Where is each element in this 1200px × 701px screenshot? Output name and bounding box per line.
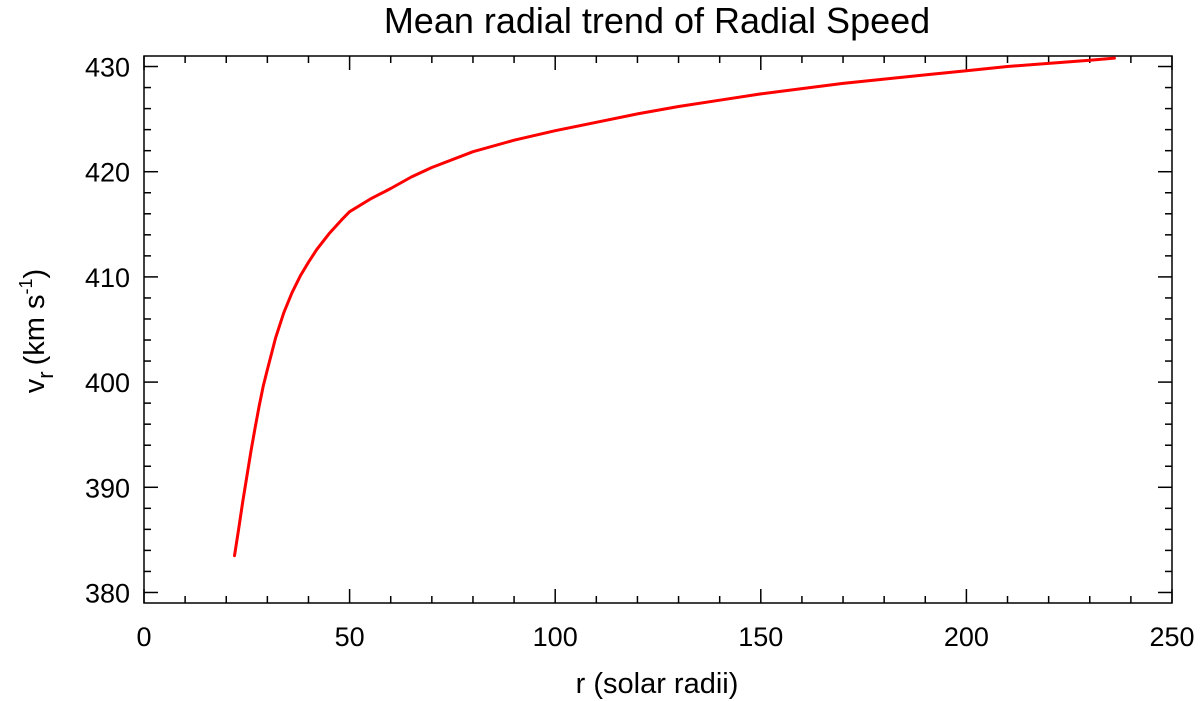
y-tick-label: 390 xyxy=(85,473,130,503)
y-axis-label-subscript: r xyxy=(33,371,58,378)
y-tick-label: 420 xyxy=(85,158,130,188)
y-tick-label: 380 xyxy=(85,578,130,608)
x-tick-label: 200 xyxy=(944,622,989,652)
y-axis-label-units-superscript: -1 xyxy=(16,278,36,294)
y-tick-label: 410 xyxy=(85,263,130,293)
x-tick-label: 250 xyxy=(1149,622,1194,652)
plot-area: 0 50 100 150 200 250 380 390 400 410 420 430 xyxy=(85,53,1195,652)
series-line xyxy=(233,56,1116,558)
x-tick-label: 0 xyxy=(136,622,151,652)
x-tick-label: 50 xyxy=(335,622,365,652)
y-tick-label: 430 xyxy=(85,53,130,83)
y-axis-label: vr (km s-1) xyxy=(16,269,58,393)
y-axis-label-units-close: ) xyxy=(19,269,51,279)
x-tick-label: 150 xyxy=(738,622,783,652)
y-tick-label: 400 xyxy=(85,368,130,398)
y-axis-label-main: v xyxy=(19,378,51,393)
x-tick-label: 100 xyxy=(533,622,578,652)
x-axis-label: r (solar radii) xyxy=(576,668,739,700)
chart-title: Mean radial trend of Radial Speed xyxy=(384,0,930,41)
y-axis-label-units: (km s xyxy=(19,294,51,365)
plot-frame xyxy=(143,55,1173,604)
